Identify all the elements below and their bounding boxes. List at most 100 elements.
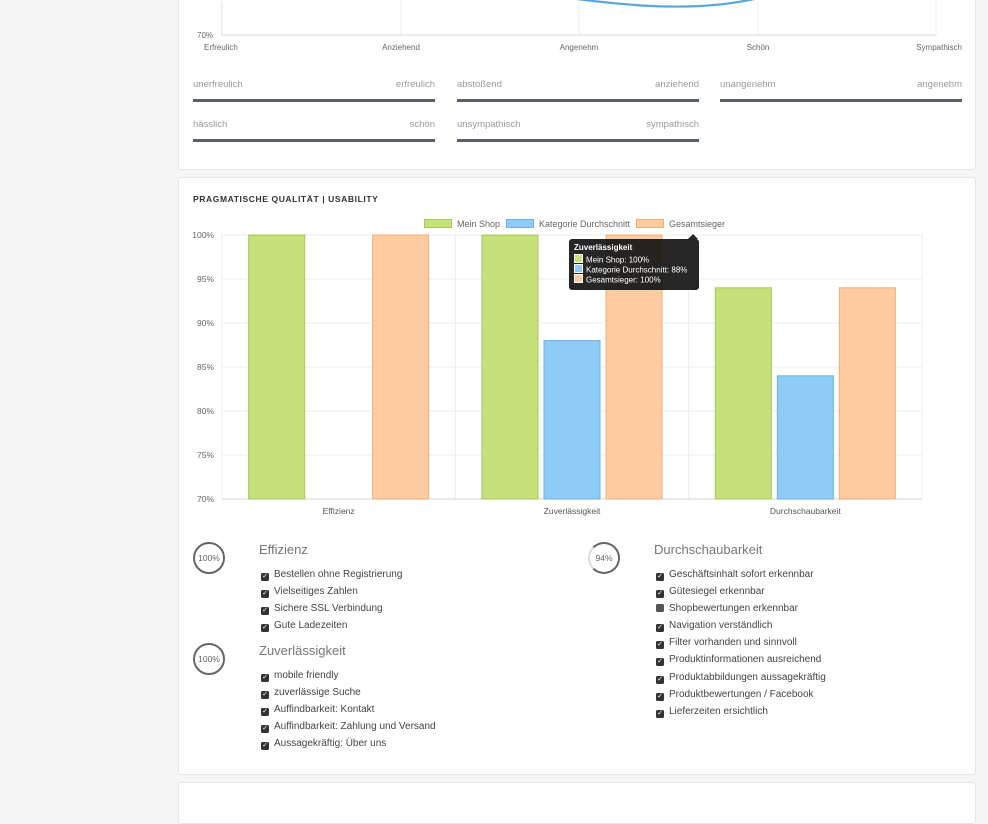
y-tick-label: 95%	[197, 274, 214, 284]
score-circle: 94%	[588, 542, 620, 574]
criteria-item: ✓ Bestellen ohne Registrierung	[261, 569, 403, 581]
bar	[543, 340, 601, 500]
tooltip-row: Kategorie Durchschnitt: 88%	[574, 264, 694, 275]
checkbox-checked-icon: ✓	[656, 641, 664, 650]
x-tick-label: Angenehm	[560, 43, 599, 52]
differential-scale: unerfreulich erfreulich	[193, 77, 435, 102]
tooltip-swatch	[574, 274, 583, 283]
x-label-group: Erfreulich Anziehend Angenehm Schön Symp…	[204, 43, 962, 52]
scale-left-label: abstoßend	[457, 79, 502, 90]
bar	[714, 287, 772, 500]
differential-scale: unsympathisch sympathisch	[457, 117, 699, 142]
criteria-item: ✓ Gute Ladezeiten	[261, 620, 348, 633]
criteria-item: ✓ Gütesiegel erkennbar	[656, 586, 765, 599]
x-tick-label: Anziehend	[382, 43, 420, 52]
y-tick-label: 70%	[197, 494, 214, 504]
category-heading: Effizienz	[259, 542, 308, 557]
x-tick-label: Sympathisch	[916, 43, 962, 52]
criteria-item: ✓ Produktbewertungen / Facebook	[656, 688, 814, 701]
line-chart-fragment: 70% Erfreulich Anziehend Angenehm Schön …	[197, 0, 962, 52]
y-tick-label: 75%	[197, 450, 214, 460]
bar	[776, 375, 834, 500]
checkbox-checked-icon: ✓	[261, 590, 269, 599]
scale-left-label: hässlich	[193, 119, 228, 130]
tooltip-row: Gesamtsieger: 100%	[574, 274, 694, 285]
legend-item-kategorie-durchschnitt[interactable]: Kategorie Durchschnitt	[506, 219, 630, 229]
x-tick-label: Schön	[747, 43, 770, 52]
differential-scale: unangenehm angenehm	[720, 77, 962, 102]
criteria-item: ✓ Produktabbildungen aussagekräftig	[656, 671, 826, 684]
criteria-item: Shopbewertungen erkennbar	[656, 600, 826, 617]
differential-scale: hässlich schön	[193, 117, 435, 142]
checkbox-checked-icon: ✓	[261, 573, 269, 581]
tooltip-row: Mein Shop: 100%	[574, 254, 694, 265]
bar	[838, 287, 896, 500]
legend-item-mein-shop[interactable]: Mein Shop	[424, 219, 500, 229]
criteria-item: ✓ Geschäftsinhalt sofort erkennbar	[656, 569, 814, 581]
differential-scale: abstoßend anziehend	[457, 77, 699, 102]
section-title: PRAGMATISCHE QUALITÄT | USABILITY	[193, 194, 379, 204]
y-tick-label: 90%	[197, 318, 214, 328]
checkbox-checked-icon: ✓	[261, 674, 269, 682]
line-series-path	[576, 0, 755, 8]
scale-right-label: sympathisch	[646, 119, 699, 130]
scale-left-label: unsympathisch	[457, 119, 521, 130]
scale-left-label: unerfreulich	[193, 79, 243, 90]
y-tick-label: 100%	[192, 230, 214, 240]
tooltip-title: Zuverlässigkeit	[574, 243, 633, 252]
legend-swatch	[424, 219, 452, 228]
checkbox-checked-icon: ✓	[656, 590, 664, 599]
criteria-item: ✓ Lieferzeiten ersichtlich	[656, 705, 768, 718]
checkbox-checked-icon: ✓	[261, 725, 269, 734]
scale-right-label: anziehend	[655, 79, 699, 90]
tooltip-swatch	[574, 264, 583, 273]
criteria-list: ✓ mobile friendly ✓ zuverlässige Suche ✓ Au…	[261, 667, 436, 752]
checkbox-checked-icon: ✓	[656, 709, 664, 718]
legend-swatch	[506, 219, 534, 228]
checkbox-checked-icon: ✓	[261, 607, 269, 616]
x-tick-label: Durchschaubarkeit	[770, 506, 842, 516]
criteria-item: ✓ Navigation verständlich	[656, 620, 773, 633]
checkbox-checked-icon: ✓	[261, 708, 269, 717]
checkbox-checked-icon: ✓	[656, 624, 664, 633]
criteria-list: ✓ Bestellen ohne Registrierung ✓ Vielseiti…	[261, 566, 402, 634]
scale-right-label: erfreulich	[395, 79, 435, 90]
criteria-item: ✓ zuverlässige Suche	[261, 687, 361, 700]
criteria-item: ✓ Aussagekräftig: Über uns	[261, 738, 387, 751]
y-tick-label: 85%	[197, 362, 214, 372]
scale-right-label: schön	[409, 119, 435, 130]
criteria-item: ✓ Filter vorhanden und sinnvoll	[656, 637, 797, 650]
scale-right-label: angenehm	[917, 79, 962, 90]
checkbox-checked-icon: ✓	[261, 691, 269, 700]
criteria-item: ✓ Vielseitiges Zahlen	[261, 586, 358, 599]
legend-swatch	[636, 219, 664, 228]
bar	[248, 234, 306, 500]
category-heading: Durchschaubarkeit	[654, 542, 763, 557]
checkbox-checked-icon: ✓	[261, 742, 269, 751]
score-circle: 100%	[193, 643, 225, 675]
y-tick-label: 80%	[197, 406, 214, 416]
x-tick-label: Effizienz	[323, 506, 355, 516]
checkbox-checked-icon: ✓	[656, 573, 664, 581]
usability-bar-chart: 100% 95% 90% 85% 80% 75% 70% Effizienz Zuverläss…	[192, 230, 923, 516]
checkbox-checked-icon: ✓	[261, 624, 269, 633]
checkbox-unchecked-icon	[656, 604, 664, 613]
chart-tooltip: Zuverlässigkeit Mein Shop: 100% Kategori…	[569, 234, 699, 290]
criteria-item: ✓ Auffindbarkeit: Zahlung und Versand	[261, 721, 436, 734]
criteria-item: ✓ Sichere SSL Verbindung	[261, 603, 383, 616]
legend-item-gesamtsieger[interactable]: Gesamtsieger	[636, 219, 725, 229]
checkbox-checked-icon: ✓	[656, 658, 664, 667]
checkbox-checked-icon: ✓	[656, 692, 664, 701]
y-tick-label: 70%	[197, 31, 213, 40]
x-tick-label: Erfreulich	[204, 43, 238, 52]
semantic-differential-card: 70% Erfreulich Anziehend Angenehm Schön …	[178, 0, 976, 170]
category-heading: Zuverlässigkeit	[259, 643, 346, 658]
tooltip-caret	[688, 234, 698, 239]
criteria-item: ✓ Produktinformationen ausreichend	[656, 654, 822, 667]
bar	[372, 234, 430, 500]
checkbox-checked-icon: ✓	[656, 675, 664, 684]
criteria-item: ✓ mobile friendly	[261, 670, 339, 682]
x-tick-label: Zuverlässigkeit	[544, 506, 601, 516]
criteria-item: ✓ Auffindbarkeit: Kontakt	[261, 704, 375, 717]
bar	[481, 234, 539, 500]
